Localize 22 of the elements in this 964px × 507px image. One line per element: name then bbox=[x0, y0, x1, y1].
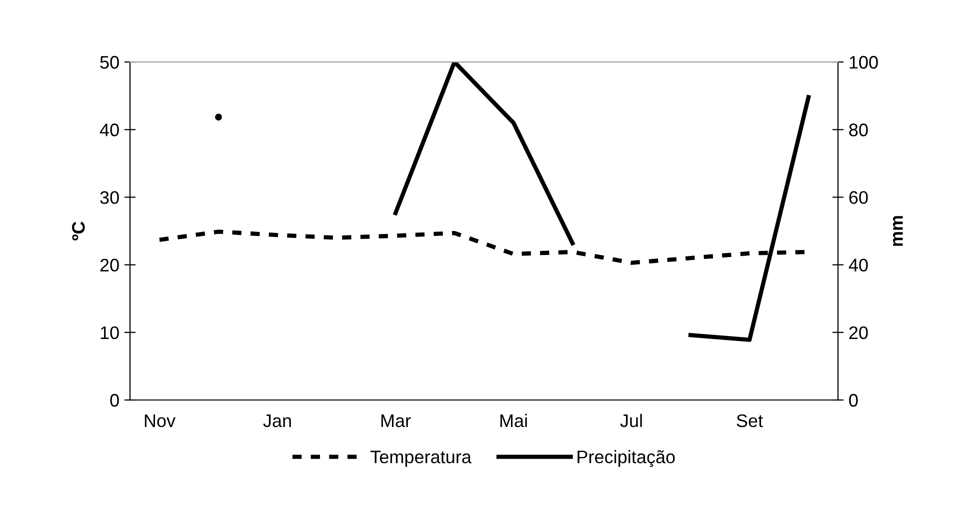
legend-label: Precipitação bbox=[578, 450, 675, 467]
y2-axis-title: mm bbox=[893, 216, 903, 246]
x-tick-label: Jan bbox=[263, 414, 291, 428]
y2-tick-label: 60 bbox=[849, 191, 868, 204]
y2-tick-label: 20 bbox=[849, 326, 868, 340]
x-tick-label: Mai bbox=[500, 414, 527, 428]
y-tick-label: 30 bbox=[100, 191, 119, 204]
y-tick-label: 20 bbox=[100, 258, 119, 272]
y2-tick-label: 80 bbox=[849, 124, 868, 136]
y-tick-label: 50 bbox=[100, 56, 119, 69]
x-tick-label: Set bbox=[736, 414, 763, 428]
x-tick-label: Nov bbox=[144, 414, 176, 428]
y2-tick-label: 40 bbox=[848, 258, 868, 272]
y-axis-title: ºC bbox=[72, 222, 85, 240]
x-tick-label: Jul bbox=[620, 414, 642, 428]
y-tick-label: 10 bbox=[100, 326, 119, 340]
y-tick-label: 40 bbox=[100, 124, 119, 136]
y2-tick-label: 0 bbox=[849, 394, 858, 407]
y2-tick-label: 100 bbox=[850, 56, 878, 69]
x-tick-label: Mar bbox=[381, 414, 411, 428]
y-tick-label: 0 bbox=[110, 394, 119, 407]
legend-label: Temperatura bbox=[370, 450, 472, 467]
